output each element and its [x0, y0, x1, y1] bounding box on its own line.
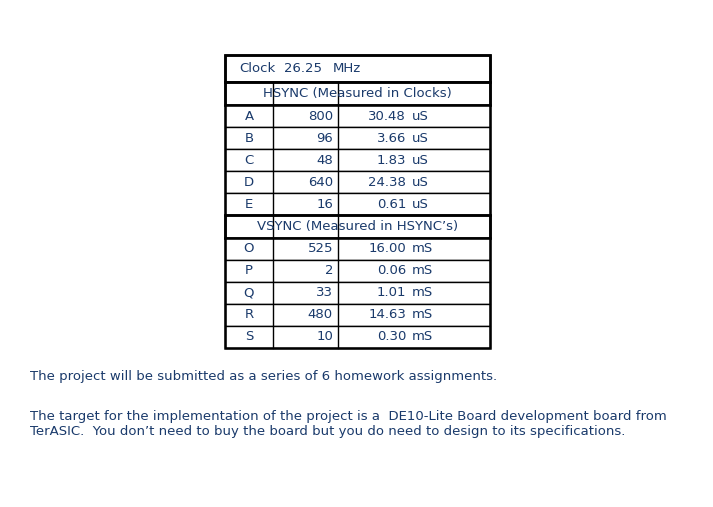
Text: uS: uS: [412, 131, 429, 144]
Text: 480: 480: [308, 308, 333, 321]
Text: 48: 48: [317, 154, 333, 166]
Text: 26.25: 26.25: [284, 62, 322, 75]
Text: 16: 16: [316, 198, 333, 210]
Text: 1.83: 1.83: [376, 154, 406, 166]
Bar: [225, 193, 490, 215]
Text: mS: mS: [412, 265, 434, 277]
Bar: [225, 238, 490, 260]
Text: uS: uS: [412, 175, 429, 189]
Text: 2: 2: [324, 265, 333, 277]
Bar: [225, 55, 490, 348]
Bar: [225, 171, 490, 193]
Text: 3.66: 3.66: [376, 131, 406, 144]
Text: mS: mS: [412, 331, 434, 344]
Bar: [225, 260, 490, 282]
Text: 24.38: 24.38: [368, 175, 406, 189]
Text: Q: Q: [244, 286, 255, 300]
Text: 16.00: 16.00: [368, 242, 406, 256]
Text: O: O: [244, 242, 255, 256]
Text: 0.61: 0.61: [376, 198, 406, 210]
Text: 800: 800: [308, 110, 333, 123]
Text: 96: 96: [317, 131, 333, 144]
Text: The project will be submitted as a series of 6 homework assignments.: The project will be submitted as a serie…: [30, 370, 497, 383]
Text: C: C: [245, 154, 254, 166]
Bar: [225, 215, 490, 238]
Text: 33: 33: [316, 286, 333, 300]
Bar: [225, 282, 490, 304]
Text: mS: mS: [412, 308, 434, 321]
Text: HSYNC (Measured in Clocks): HSYNC (Measured in Clocks): [263, 87, 452, 100]
Text: S: S: [245, 331, 253, 344]
Text: 1.01: 1.01: [376, 286, 406, 300]
Bar: [225, 326, 490, 348]
Text: 14.63: 14.63: [368, 308, 406, 321]
Bar: [225, 304, 490, 326]
Text: VSYNC (Measured in HSYNC’s): VSYNC (Measured in HSYNC’s): [257, 220, 458, 233]
Text: A: A: [245, 110, 254, 123]
Text: uS: uS: [412, 154, 429, 166]
Text: mS: mS: [412, 242, 434, 256]
Text: P: P: [245, 265, 253, 277]
Text: uS: uS: [412, 198, 429, 210]
Bar: [225, 127, 490, 149]
Bar: [225, 105, 490, 127]
Text: 640: 640: [308, 175, 333, 189]
Bar: [225, 55, 490, 82]
Text: The target for the implementation of the project is a  DE10-Lite Board developme: The target for the implementation of the…: [30, 410, 667, 438]
Text: 525: 525: [307, 242, 333, 256]
Text: mS: mS: [412, 286, 434, 300]
Text: B: B: [245, 131, 254, 144]
Text: uS: uS: [412, 110, 429, 123]
Text: E: E: [245, 198, 253, 210]
Bar: [225, 82, 490, 105]
Text: Clock: Clock: [239, 62, 275, 75]
Text: MHz: MHz: [333, 62, 361, 75]
Text: R: R: [245, 308, 254, 321]
Text: 10: 10: [316, 331, 333, 344]
Text: 30.48: 30.48: [368, 110, 406, 123]
Text: 0.06: 0.06: [376, 265, 406, 277]
Text: D: D: [244, 175, 254, 189]
Bar: [225, 149, 490, 171]
Text: 0.30: 0.30: [376, 331, 406, 344]
